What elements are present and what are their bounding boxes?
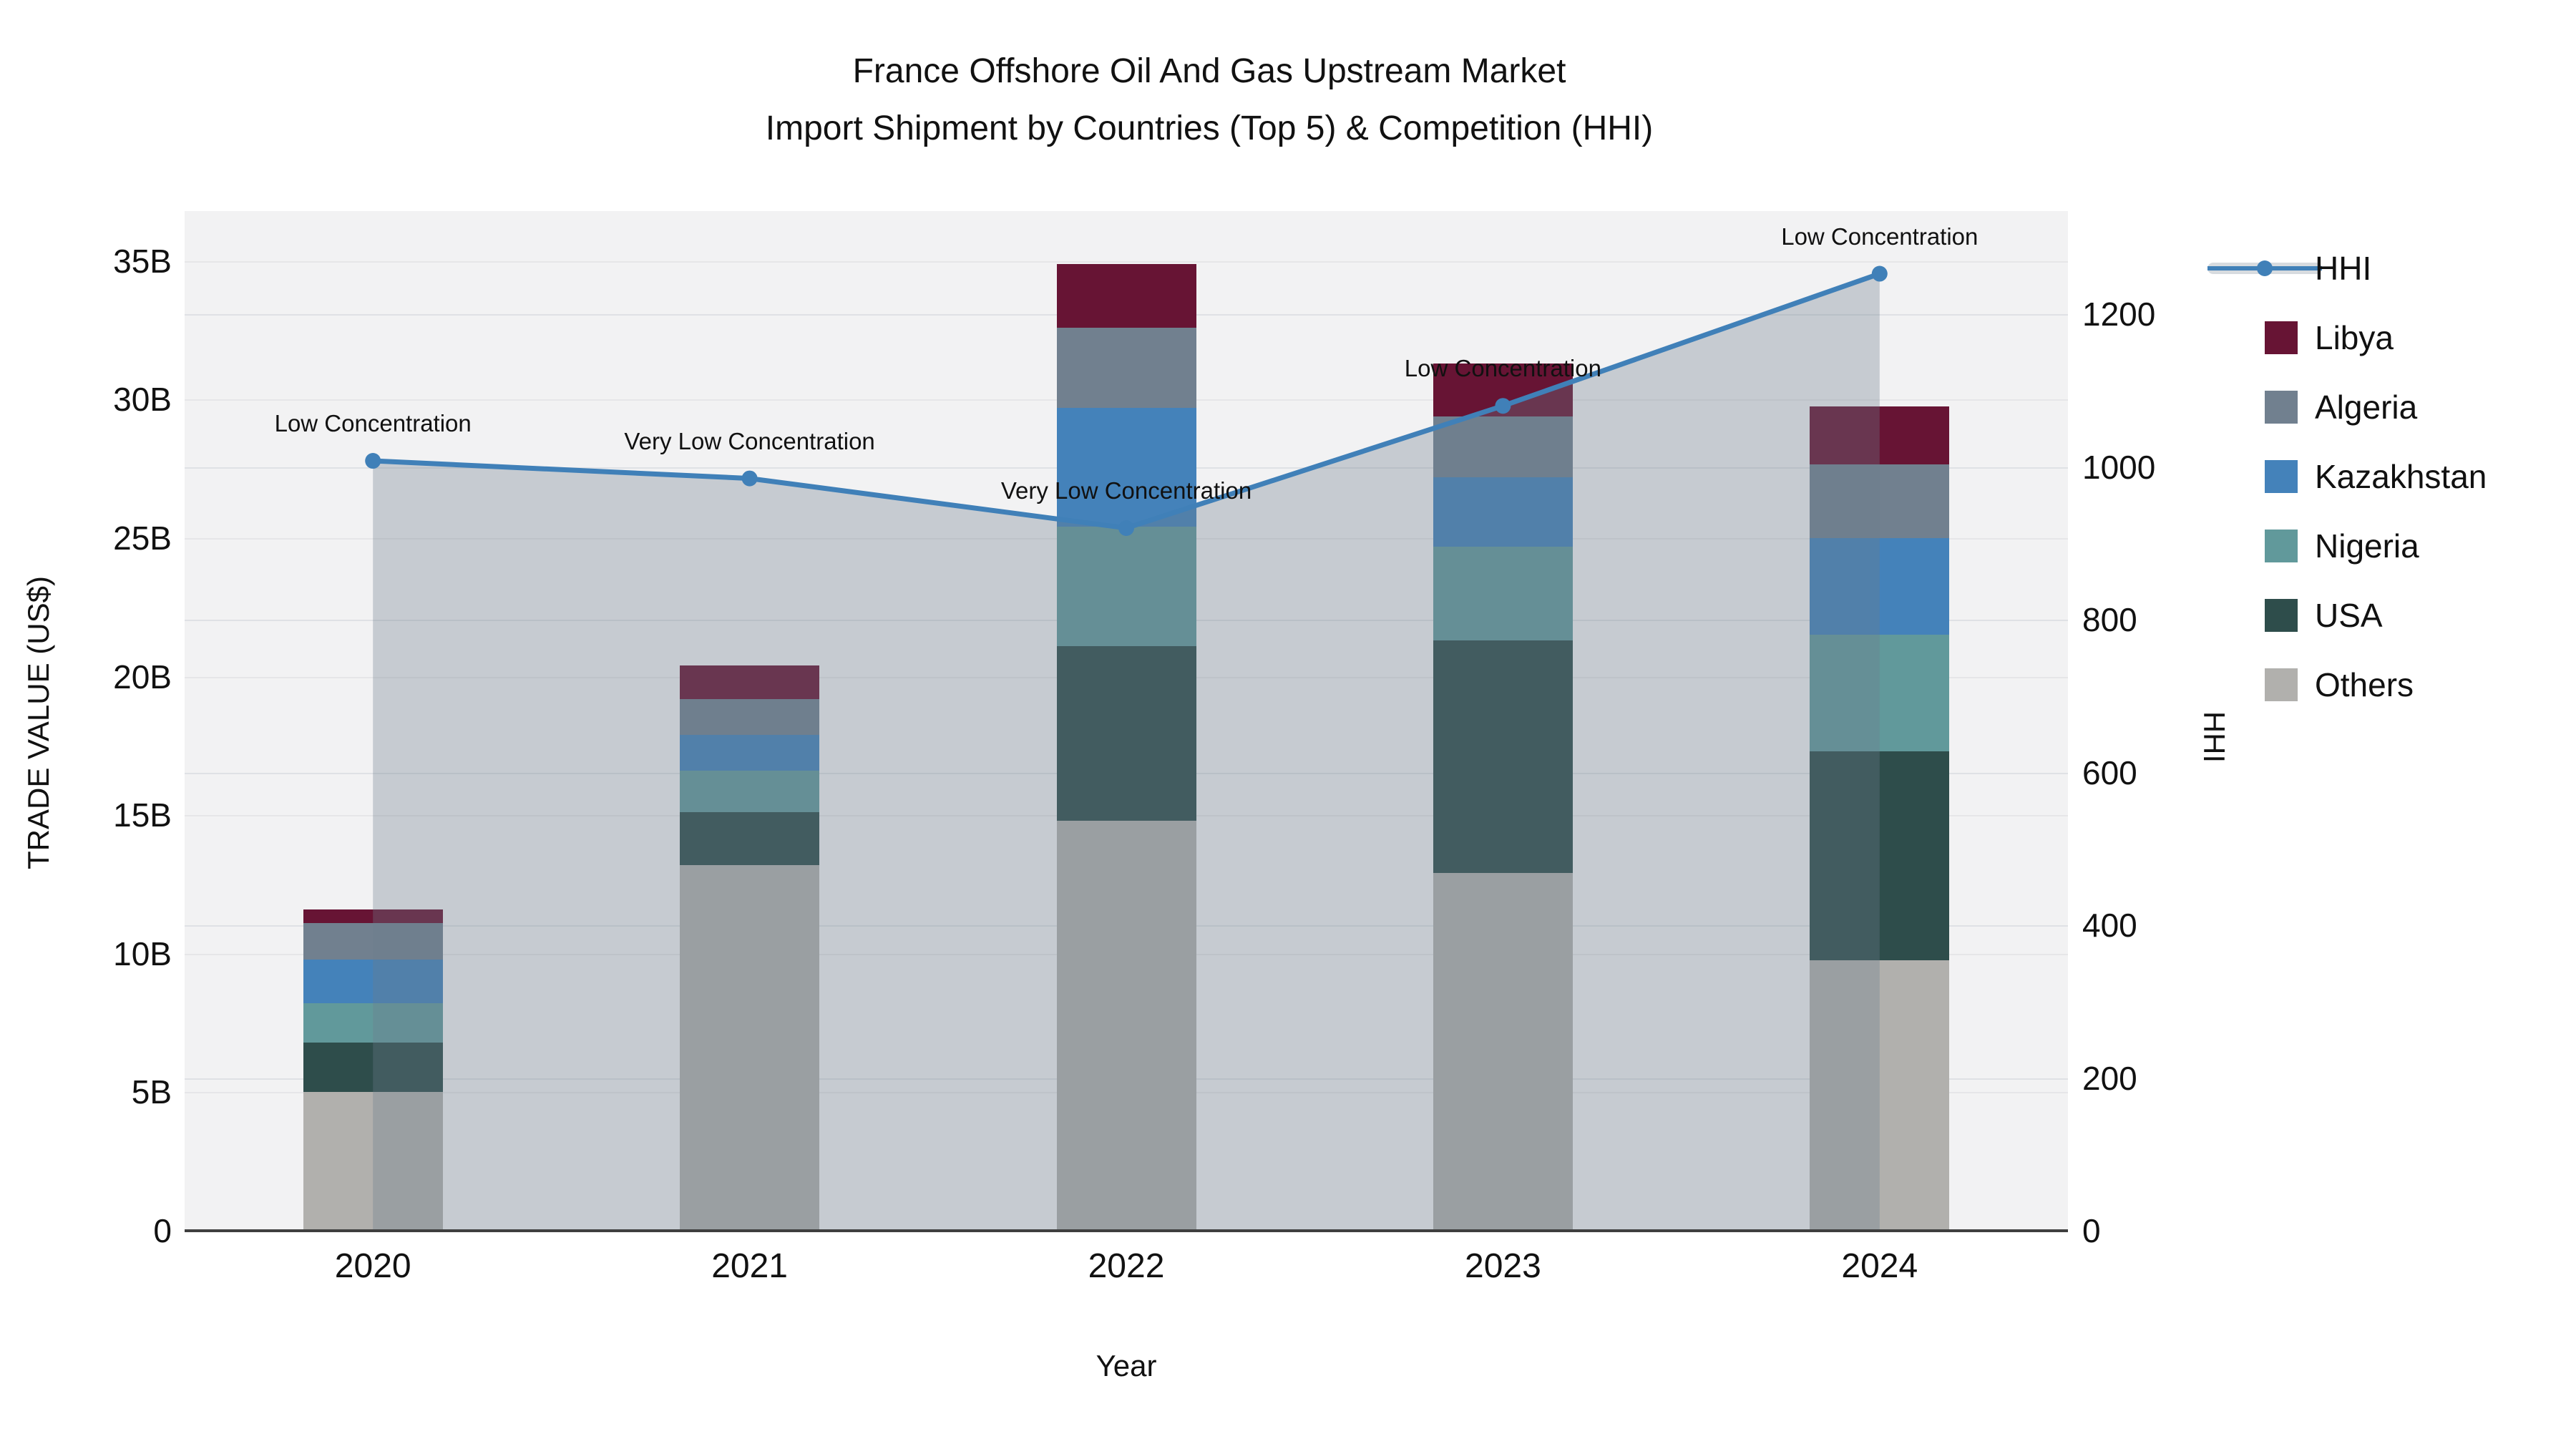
bar-segment-nigeria-2021[interactable]: [680, 771, 820, 813]
y-right-tick-800: 800: [2082, 601, 2137, 639]
legend-label-kazakhstan: Kazakhstan: [2315, 458, 2487, 495]
bar-segment-usa-2024[interactable]: [1810, 751, 1950, 961]
legend-swatch-others: [2265, 668, 2298, 701]
hhi-marker-2024[interactable]: [1871, 265, 1888, 282]
hhi-marker-2020[interactable]: [365, 453, 381, 469]
bar-segment-algeria-2023[interactable]: [1433, 416, 1573, 477]
bar-segment-libya-2024[interactable]: [1810, 406, 1950, 465]
annotation-2022: Very Low Concentration: [1000, 477, 1252, 504]
bar-segment-libya-2020[interactable]: [303, 909, 443, 924]
hhi-area-fill: [373, 273, 1880, 1231]
x-tick-2023: 2023: [1465, 1247, 1541, 1285]
y-right-tick-1200: 1200: [2082, 296, 2156, 333]
chart-title-line2: Import Shipment by Countries (Top 5) & C…: [765, 109, 1654, 147]
bar-segment-kazakhstan-2022[interactable]: [1056, 407, 1196, 527]
legend-item-libya[interactable]: Libya: [2207, 316, 2551, 359]
legend-label-usa: USA: [2315, 597, 2383, 634]
hhi-marker-2021[interactable]: [741, 470, 758, 487]
annotation-2023: Low Concentration: [1404, 355, 1601, 382]
chart-title-line1: France Offshore Oil And Gas Upstream Mar…: [852, 52, 1566, 90]
y-right-tick-200: 200: [2082, 1059, 2137, 1097]
legend-label-algeria: Algeria: [2315, 389, 2418, 426]
bar-segment-usa-2021[interactable]: [680, 812, 820, 865]
bar-segment-nigeria-2023[interactable]: [1433, 546, 1573, 641]
y-left-tick-15B: 15B: [113, 796, 172, 834]
bar-segment-libya-2022[interactable]: [1056, 263, 1196, 328]
bar-segment-usa-2023[interactable]: [1433, 640, 1573, 874]
annotation-2024: Low Concentration: [1781, 223, 1979, 250]
y-right-tick-600: 600: [2082, 753, 2137, 791]
legend-item-usa[interactable]: USA: [2207, 594, 2551, 637]
bar-segment-kazakhstan-2021[interactable]: [680, 734, 820, 771]
bar-segment-usa-2020[interactable]: [303, 1042, 443, 1093]
legend-item-algeria[interactable]: Algeria: [2207, 386, 2551, 429]
bar-segment-others-2024[interactable]: [1810, 960, 1950, 1231]
y-left-tick-10B: 10B: [113, 935, 172, 972]
bar-segment-kazakhstan-2024[interactable]: [1810, 537, 1950, 635]
legend-item-others[interactable]: Others: [2207, 663, 2551, 706]
y-left-tick-20B: 20B: [113, 658, 172, 696]
legend-swatch-usa: [2265, 599, 2298, 632]
x-tick-2021: 2021: [711, 1247, 788, 1285]
bar-segment-kazakhstan-2020[interactable]: [303, 959, 443, 1004]
legend-item-kazakhstan[interactable]: Kazakhstan: [2207, 455, 2551, 498]
legend-hhi-marker-icon: [2257, 260, 2273, 276]
bar-segment-nigeria-2022[interactable]: [1056, 527, 1196, 646]
y-right-tick-0: 0: [2082, 1212, 2101, 1249]
legend-swatch-nigeria: [2265, 530, 2298, 562]
legend-swatch-libya: [2265, 321, 2298, 354]
y-axis-title-right: HHI: [2197, 711, 2231, 763]
legend-item-nigeria[interactable]: Nigeria: [2207, 525, 2551, 567]
x-axis-title: Year: [1096, 1349, 1157, 1382]
x-tick-2024: 2024: [1841, 1247, 1918, 1285]
bar-segment-algeria-2022[interactable]: [1056, 327, 1196, 408]
bar-segment-usa-2022[interactable]: [1056, 645, 1196, 821]
bar-segment-libya-2021[interactable]: [680, 665, 820, 699]
annotation-2020: Low Concentration: [274, 410, 472, 437]
x-tick-2020: 2020: [334, 1247, 411, 1285]
y-left-tick-5B: 5B: [131, 1073, 172, 1111]
bar-segment-others-2022[interactable]: [1056, 820, 1196, 1231]
y-left-tick-35B: 35B: [113, 242, 172, 280]
bar-segment-nigeria-2024[interactable]: [1810, 635, 1950, 752]
bar-segment-others-2023[interactable]: [1433, 873, 1573, 1231]
hhi-marker-2022[interactable]: [1118, 519, 1134, 536]
legend-label-hhi: HHI: [2315, 250, 2372, 287]
legend-label-others: Others: [2315, 666, 2414, 703]
y-left-tick-30B: 30B: [113, 381, 172, 419]
y-right-tick-1000: 1000: [2082, 448, 2156, 486]
legend-label-libya: Libya: [2315, 319, 2394, 356]
y-axis-title-left: TRADE VALUE (US$): [21, 576, 55, 869]
bar-segment-algeria-2020[interactable]: [303, 923, 443, 960]
y-left-tick-0: 0: [153, 1212, 172, 1249]
bar-segment-algeria-2024[interactable]: [1810, 464, 1950, 538]
x-tick-2022: 2022: [1088, 1247, 1165, 1285]
bar-segment-algeria-2021[interactable]: [680, 698, 820, 735]
hhi-marker-2023[interactable]: [1495, 398, 1511, 414]
legend-item-hhi[interactable]: HHI: [2207, 247, 2551, 290]
bar-segment-kazakhstan-2023[interactable]: [1433, 477, 1573, 547]
chart-title: France Offshore Oil And Gas Upstream Mar…: [766, 43, 1653, 157]
legend-swatch-algeria: [2265, 391, 2298, 424]
legend-swatch-kazakhstan: [2265, 460, 2298, 493]
x-axis-line: [185, 1229, 2068, 1232]
legend-label-nigeria: Nigeria: [2315, 527, 2419, 565]
bar-segment-nigeria-2020[interactable]: [303, 1003, 443, 1043]
y-right-tick-400: 400: [2082, 907, 2137, 945]
y-left-tick-25B: 25B: [113, 519, 172, 557]
bar-segment-others-2021[interactable]: [680, 864, 820, 1231]
gridline-value-35: [185, 260, 2068, 263]
annotation-2021: Very Low Concentration: [624, 427, 875, 454]
bar-segment-others-2020[interactable]: [303, 1092, 443, 1231]
